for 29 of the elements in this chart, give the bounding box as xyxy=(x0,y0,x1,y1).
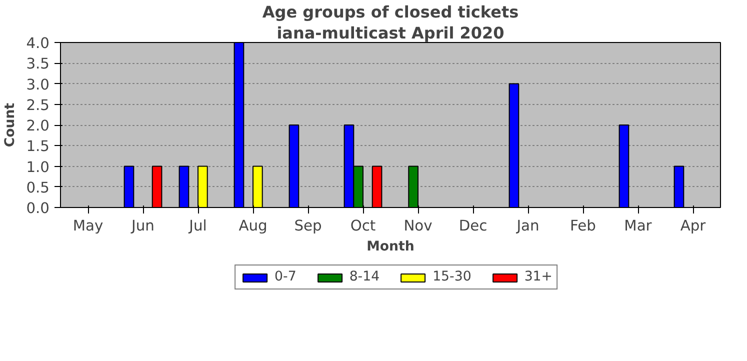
x-tick-label: Jun xyxy=(130,218,154,234)
y-axis-title: Count xyxy=(3,102,18,148)
y-tick-label: 4.0 xyxy=(26,35,50,52)
y-tick-label: 1.5 xyxy=(26,138,50,156)
x-tick-label: Dec xyxy=(458,218,488,234)
x-tick-label: Nov xyxy=(404,218,433,234)
y-tick-label: 1.0 xyxy=(26,158,50,176)
x-tick-label: Mar xyxy=(624,218,653,234)
legend-label: 8-14 xyxy=(349,270,380,284)
x-tick-label: May xyxy=(72,218,104,234)
x-tick-label: Sep xyxy=(294,218,322,234)
y-tick-label: 3.0 xyxy=(26,76,50,94)
y-tick-label: 2.5 xyxy=(26,96,50,114)
x-tick-label: Aug xyxy=(238,218,268,234)
chart-title: Age groups of closed tickets xyxy=(262,2,519,22)
y-tick-label: 2.0 xyxy=(26,118,50,134)
legend-label: 15-30 xyxy=(432,270,472,284)
chart-subtitle: iana-multicast April 2020 xyxy=(276,24,504,42)
x-tick-label: Feb xyxy=(570,218,596,234)
x-tick-label: Jan xyxy=(516,218,540,234)
y-tick-label: 3.5 xyxy=(26,56,50,73)
y-tick-label: 0.0 xyxy=(26,200,50,217)
y-tick-label: 0.5 xyxy=(26,179,50,196)
legend-label: 0-7 xyxy=(274,270,296,284)
legend-label: 31+ xyxy=(524,270,552,284)
x-axis-title: Month xyxy=(366,240,414,254)
x-tick-label: Oct xyxy=(350,218,376,234)
x-tick-label: Jul xyxy=(188,218,207,234)
x-tick-label: Apr xyxy=(680,218,707,234)
